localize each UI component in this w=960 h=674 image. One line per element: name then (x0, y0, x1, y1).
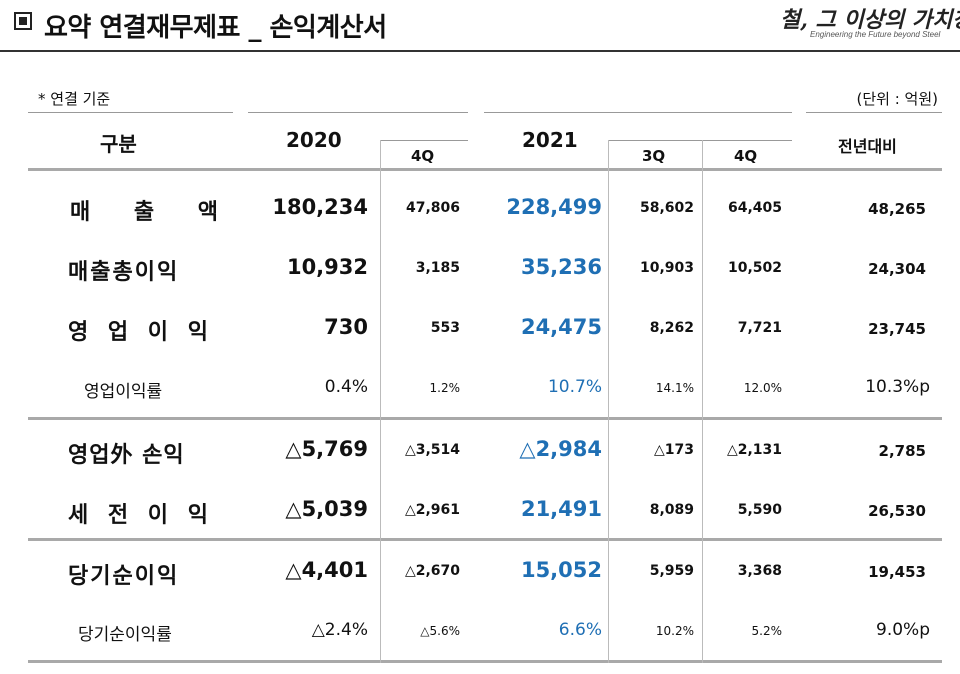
header-2020-4q: 4Q (411, 147, 435, 165)
cell-operating-profit-2021-4q: 7,721 (737, 320, 782, 336)
cell-net-margin-2020: △2.4% (311, 620, 368, 640)
cell-operating-profit-2020: 730 (324, 315, 368, 339)
header-rule (248, 112, 468, 113)
cell-non-operating-2020: △5,769 (285, 437, 368, 461)
title-underline (0, 50, 960, 52)
table-top-rule (28, 168, 942, 171)
cell-revenue-2020-4q: 47,806 (405, 200, 460, 216)
cell-net-margin-2021-3q: 10.2% (655, 624, 694, 638)
section-rule (28, 538, 942, 541)
title-bar: 요약 연결재무제표 _ 손익계산서 철, 그 이상의 가치창조 Engineer… (0, 0, 960, 52)
cell-net-income-2021-3q: 5,959 (649, 563, 694, 579)
column-divider (380, 140, 381, 663)
cell-pretax-income-2020-4q: △2,961 (404, 502, 460, 518)
cell-operating-profit-2021-3q: 8,262 (649, 320, 694, 336)
subheader-rule (608, 140, 792, 141)
cell-operating-margin-2020-4q: 1.2% (429, 381, 461, 395)
brand-tagline: Engineering the Future beyond Steel (810, 30, 941, 39)
cell-net-margin-2021-4q: 5.2% (751, 624, 783, 638)
subheader-rule (380, 140, 468, 141)
cell-revenue-2021: 228,499 (506, 195, 602, 219)
square-bullet-icon (14, 12, 32, 30)
cell-net-margin-2021: 6.6% (558, 620, 602, 640)
cell-gross-profit-2021-3q: 10,903 (639, 260, 694, 276)
table-bottom-rule (28, 660, 942, 663)
row-label-net-income: 당기순이익 (68, 564, 180, 589)
row-label-non-operating: 영업外 손익 (68, 443, 185, 468)
cell-non-operating-yoy: 2,785 (878, 442, 926, 460)
cell-non-operating-2021-3q: △173 (654, 442, 694, 458)
row-label-operating-margin: 영업이익률 (84, 382, 163, 402)
cell-pretax-income-yoy: 26,530 (868, 502, 926, 520)
row-label-pretax-income: 세 전 이 익 (68, 503, 214, 528)
brand-slogan: 철, 그 이상의 가치창조 (780, 7, 960, 33)
header-yoy: 전년대비 (838, 137, 897, 156)
basis-note: * 연결 기준 (38, 90, 111, 108)
cell-pretax-income-2021: 21,491 (520, 497, 602, 521)
cell-operating-margin-2021-4q: 12.0% (743, 381, 782, 395)
row-label-net-margin: 당기순이익률 (78, 625, 172, 645)
cell-operating-margin-yoy: 10.3%p (865, 377, 930, 397)
cell-net-income-2020-4q: △2,670 (404, 563, 460, 579)
cell-gross-profit-2020-4q: 3,185 (415, 260, 460, 276)
brand-logo: 철, 그 이상의 가치창조 Engineering the Future bey… (780, 2, 960, 44)
cell-pretax-income-2021-4q: 5,590 (737, 502, 782, 518)
row-label-operating-profit: 영 업 이 익 (68, 320, 214, 345)
unit-note: (단위 : 억원) (856, 90, 939, 108)
page-title: 요약 연결재무제표 _ 손익계산서 (44, 13, 387, 43)
cell-revenue-yoy: 48,265 (868, 200, 926, 218)
cell-net-margin-yoy: 9.0%p (876, 620, 930, 640)
cell-operating-profit-yoy: 23,745 (868, 320, 926, 338)
cell-pretax-income-2021-3q: 8,089 (649, 502, 694, 518)
header-rule (28, 112, 233, 113)
cell-revenue-2020: 180,234 (272, 195, 368, 219)
section-rule (28, 417, 942, 420)
cell-operating-profit-2020-4q: 553 (430, 320, 460, 336)
cell-revenue-2021-3q: 58,602 (639, 200, 694, 216)
cell-operating-margin-2021: 10.7% (547, 377, 602, 397)
cell-revenue-2021-4q: 64,405 (727, 200, 782, 216)
cell-gross-profit-2021-4q: 10,502 (727, 260, 782, 276)
header-2021-4q: 4Q (734, 147, 758, 165)
cell-gross-profit-2021: 35,236 (520, 255, 602, 279)
cell-net-income-2020: △4,401 (285, 558, 368, 582)
cell-net-income-2021: 15,052 (520, 558, 602, 582)
column-divider (702, 140, 703, 663)
cell-pretax-income-2020: △5,039 (285, 497, 368, 521)
cell-net-income-yoy: 19,453 (868, 563, 926, 581)
header-2020: 2020 (286, 128, 342, 152)
row-label-gross-profit: 매출총이익 (68, 260, 180, 285)
header-rule (484, 112, 792, 113)
cell-net-margin-2020-4q: △5.6% (420, 624, 460, 638)
column-divider (608, 140, 609, 663)
header-2021: 2021 (522, 128, 578, 152)
cell-operating-margin-2021-3q: 14.1% (655, 381, 694, 395)
header-category: 구분 (100, 132, 137, 156)
header-rule (806, 112, 942, 113)
cell-operating-profit-2021: 24,475 (520, 315, 602, 339)
header-2021-3q: 3Q (642, 147, 666, 165)
cell-gross-profit-yoy: 24,304 (868, 260, 926, 278)
cell-non-operating-2020-4q: △3,514 (404, 442, 460, 458)
cell-operating-margin-2020: 0.4% (324, 377, 368, 397)
cell-net-income-2021-4q: 3,368 (737, 563, 782, 579)
cell-gross-profit-2020: 10,932 (286, 255, 368, 279)
cell-non-operating-2021: △2,984 (519, 437, 602, 461)
cell-non-operating-2021-4q: △2,131 (726, 442, 782, 458)
row-label-revenue: 매 출 액 (70, 200, 237, 225)
